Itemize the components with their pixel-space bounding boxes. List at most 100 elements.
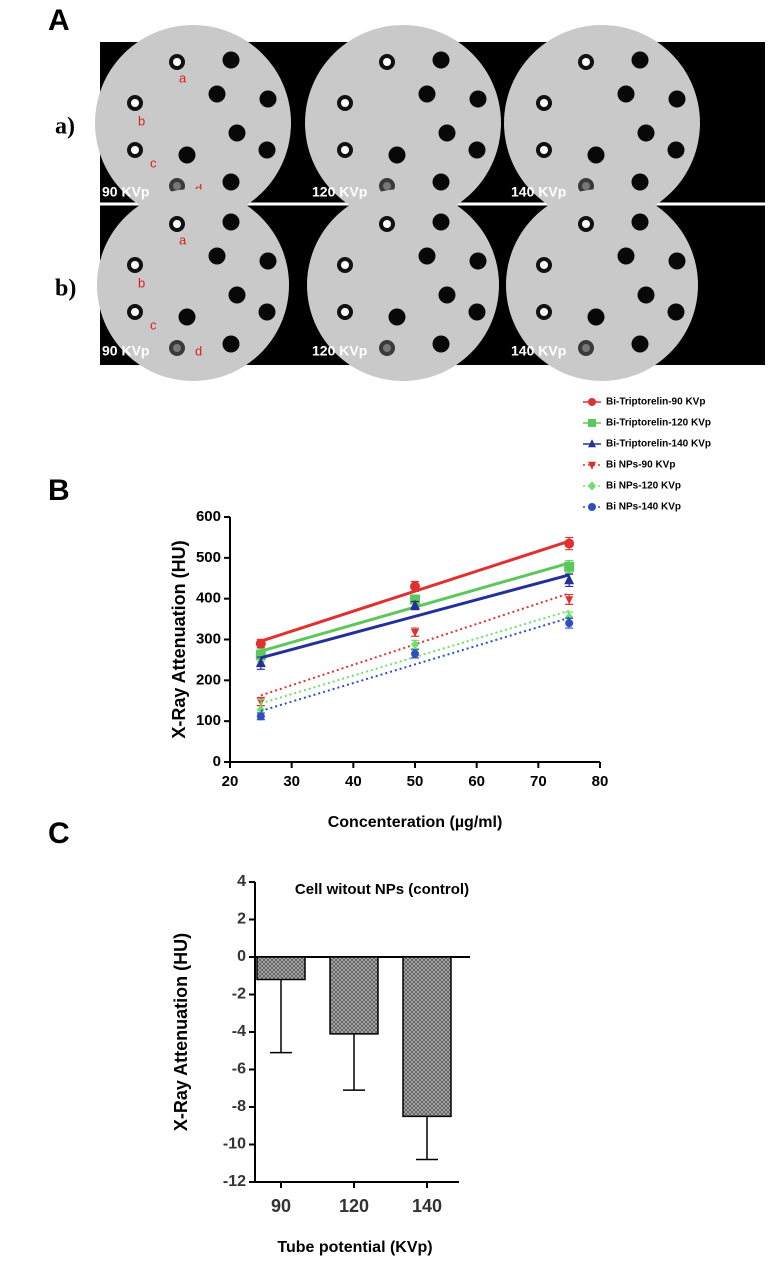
insert-hole — [222, 173, 240, 191]
insert-hole — [617, 85, 635, 103]
insert-hole — [178, 308, 196, 326]
phantom-disc — [307, 189, 499, 381]
x-tick-label: 80 — [592, 773, 609, 790]
insert-hole — [222, 213, 240, 231]
vial-label: c — [150, 155, 157, 170]
phantom-disc — [305, 25, 501, 221]
insert-hole — [259, 252, 277, 270]
data-point — [565, 619, 574, 628]
legend-label: Bi NPs-120 KVp — [606, 481, 681, 492]
insert-hole — [468, 303, 486, 321]
legend-marker — [588, 461, 596, 470]
bar — [329, 956, 379, 1035]
insert-hole — [222, 51, 240, 69]
phantom-disc — [504, 25, 700, 221]
x-tick-label: 60 — [468, 773, 485, 790]
legend-marker — [588, 481, 596, 491]
insert-hole — [667, 141, 685, 159]
insert-hole — [469, 252, 487, 270]
insert-hole — [631, 173, 649, 191]
error-bar — [416, 1116, 438, 1161]
x-tick-label: 90 — [271, 1196, 291, 1216]
vial-core — [540, 146, 548, 154]
vial-core — [131, 308, 139, 316]
voltage-label: 90 KVp — [102, 343, 149, 359]
vial-core — [582, 58, 590, 66]
y-tick-label: -10 — [223, 1136, 246, 1153]
legend-label: Bi NPs-90 KVp — [606, 460, 675, 471]
insert-hole — [668, 252, 686, 270]
insert-hole — [432, 51, 450, 69]
y-tick-label: 0 — [237, 948, 246, 965]
insert-hole — [258, 303, 276, 321]
data-point — [411, 639, 419, 650]
bar — [256, 956, 306, 981]
legend-label: Bi-Triptorelin-90 KVp — [606, 397, 705, 408]
data-point — [410, 599, 420, 610]
insert-hole — [631, 335, 649, 353]
voltage-label: 90 KVp — [102, 184, 149, 200]
legend-marker — [588, 503, 596, 511]
data-point — [255, 638, 266, 649]
vial-label: b — [138, 275, 145, 290]
legend-label: Bi NPs-140 KVp — [606, 502, 681, 513]
insert-hole — [631, 51, 649, 69]
x-tick-label: 70 — [530, 773, 547, 790]
phantom-disc — [97, 189, 289, 381]
x-tick-label: 40 — [345, 773, 362, 790]
vial-core — [582, 182, 590, 190]
data-point — [564, 561, 575, 572]
insert-hole — [432, 173, 450, 191]
data-point — [565, 596, 574, 605]
vial-label: d — [195, 343, 202, 358]
y-tick-label: 300 — [196, 630, 221, 647]
vial-core — [341, 308, 349, 316]
data-point — [565, 612, 574, 622]
insert-hole — [258, 141, 276, 159]
y-tick-label: -6 — [232, 1061, 246, 1078]
insert-hole — [631, 213, 649, 231]
chart-title: Cell witout NPs (control) — [295, 881, 469, 898]
insert-hole — [587, 146, 605, 164]
y-tick-label: 2 — [237, 911, 246, 928]
phantom-disc — [95, 25, 291, 221]
data-point — [564, 538, 575, 549]
trend-line — [260, 616, 570, 712]
insert-hole — [432, 213, 450, 231]
legend-marker — [588, 439, 596, 448]
data-point — [411, 628, 419, 637]
legend-marker — [588, 398, 596, 406]
legend-label: Bi-Triptorelin-140 KVp — [606, 439, 711, 450]
insert-hole — [228, 124, 246, 142]
vial-core — [540, 308, 548, 316]
panel-label: A — [48, 4, 70, 37]
panel-label: C — [48, 817, 70, 850]
x-tick-label: 20 — [222, 773, 239, 790]
vial-core — [173, 182, 181, 190]
y-tick-label: 600 — [196, 508, 221, 525]
vial-core — [383, 58, 391, 66]
y-tick-label: 500 — [196, 549, 221, 566]
y-tick-label: -8 — [232, 1098, 246, 1115]
data-point — [410, 581, 420, 592]
error-bar — [270, 979, 292, 1054]
insert-hole — [438, 124, 456, 142]
vial-label: b — [138, 113, 145, 128]
vial-core — [582, 344, 590, 352]
insert-hole — [418, 247, 436, 265]
y-tick-label: -2 — [232, 986, 246, 1003]
x-tick-label: 30 — [283, 773, 300, 790]
legend-label: Bi-Triptorelin-120 KVp — [606, 418, 711, 429]
vial-core — [582, 220, 590, 228]
y-tick-label: 4 — [237, 873, 246, 890]
bar — [402, 956, 452, 1118]
vial-label: d — [195, 181, 202, 196]
insert-hole — [178, 146, 196, 164]
vial-core — [131, 146, 139, 154]
insert-hole — [259, 90, 277, 108]
vial-core — [383, 220, 391, 228]
vial-label: a — [179, 70, 187, 85]
vial-label: a — [179, 232, 187, 247]
